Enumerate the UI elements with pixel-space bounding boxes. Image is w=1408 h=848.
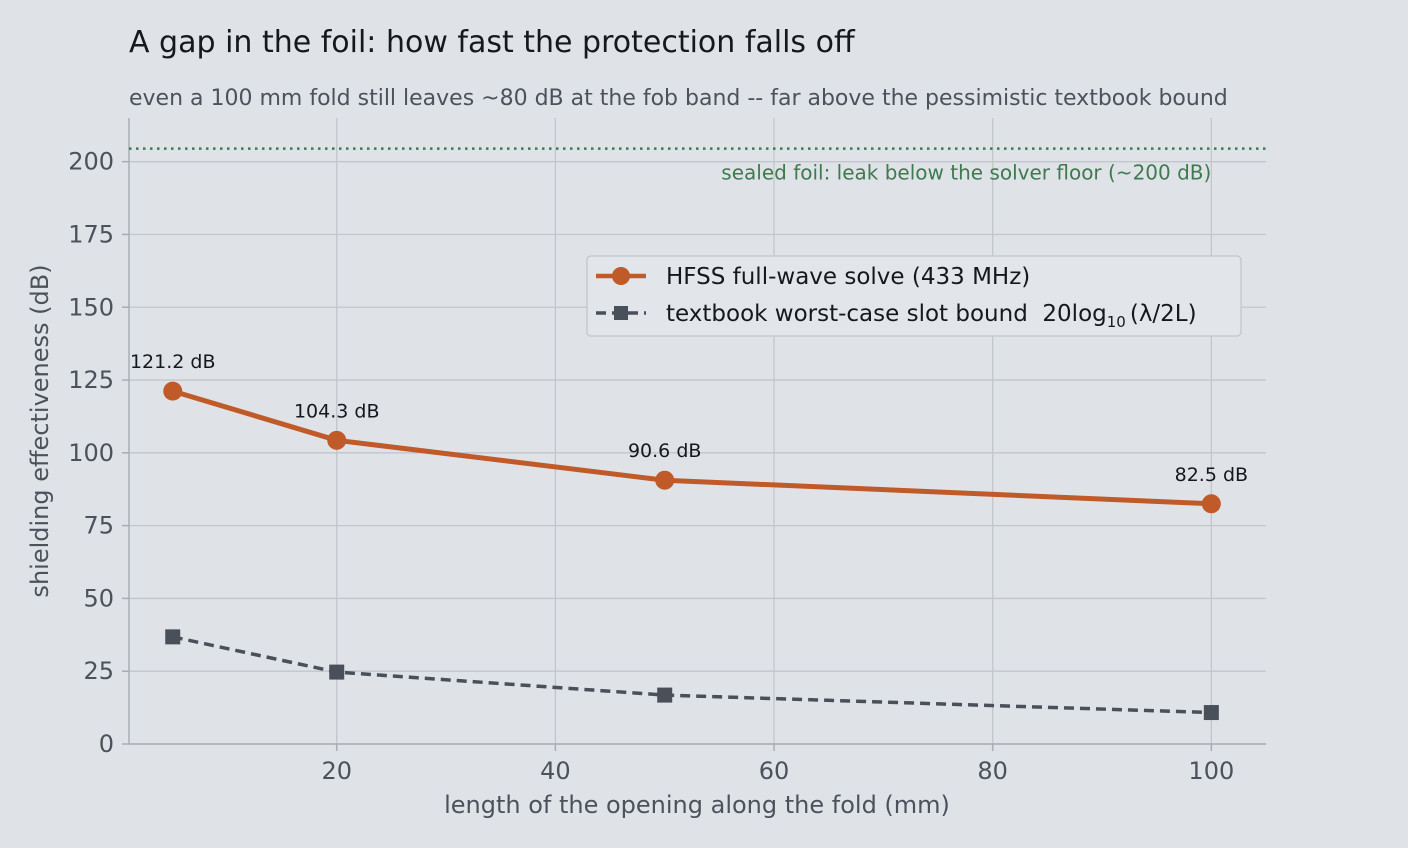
tick-labels: 20 40 60 80 100 0 25 50 75 100 125 150 175 200 <box>68 148 1234 785</box>
legend-bound-label-prefix: textbook worst-case slot bound 20log <box>666 301 1107 327</box>
hfss-data-label: 121.2 dB <box>130 351 216 373</box>
y-axis-label: shielding effectiveness (dB) <box>26 264 54 597</box>
data-labels: 121.2 dB 104.3 dB 90.6 dB 82.5 dB <box>130 351 1248 486</box>
x-tick-label: 60 <box>759 757 790 785</box>
x-tick-label: 80 <box>977 757 1008 785</box>
slot-bound-line <box>172 635 1212 715</box>
legend-hfss-swatch-marker <box>612 267 630 285</box>
y-tick-label: 50 <box>83 584 114 612</box>
slot-bound-point <box>329 664 345 680</box>
y-tick-label: 175 <box>68 220 114 248</box>
sealed-foil-reference-label: sealed foil: leak below the solver floor… <box>721 161 1211 185</box>
hfss-point <box>163 381 183 401</box>
x-tick-label: 20 <box>321 757 352 785</box>
y-tick-label: 25 <box>83 657 114 685</box>
legend-bound-label-subscript: 10 <box>1107 313 1126 331</box>
reference-line-group: sealed foil: leak below the solver floor… <box>129 147 1266 185</box>
axes-spines <box>122 118 1266 751</box>
y-tick-label: 0 <box>99 730 114 758</box>
hfss-point <box>655 470 675 490</box>
hfss-line <box>172 388 1212 507</box>
hfss-data-label: 82.5 dB <box>1175 464 1248 486</box>
legend-bound-swatch-marker <box>614 306 628 320</box>
chart-title: A gap in the foil: how fast the protecti… <box>129 25 856 60</box>
slot-bound-point <box>165 629 181 645</box>
x-axis-label: length of the opening along the fold (mm… <box>444 791 950 819</box>
legend-bound-label: textbook worst-case slot bound 20log10 (λ… <box>666 301 1197 331</box>
legend-bound-label-suffix: (λ/2L) <box>1130 301 1197 327</box>
slot-bound-point <box>657 687 673 703</box>
hfss-data-label: 104.3 dB <box>294 400 380 422</box>
legend-hfss-label: HFSS full-wave solve (433 MHz) <box>666 264 1030 290</box>
legend-box <box>586 255 1242 337</box>
legend: HFSS full-wave solve (433 MHz) textbook … <box>586 255 1242 337</box>
hfss-data-label: 90.6 dB <box>628 440 701 462</box>
y-tick-label: 100 <box>68 439 114 467</box>
data-series <box>163 381 1221 721</box>
y-tick-label: 150 <box>68 293 114 321</box>
x-tick-label: 40 <box>540 757 571 785</box>
y-tick-label: 200 <box>68 148 114 176</box>
y-tick-label: 75 <box>83 512 114 540</box>
chart-subtitle: even a 100 mm fold still leaves ~80 dB a… <box>129 86 1228 111</box>
slot-bound-point <box>1203 705 1219 721</box>
y-tick-label: 125 <box>68 366 114 394</box>
hfss-point <box>327 430 347 450</box>
hfss-point <box>1201 494 1221 514</box>
x-tick-label: 100 <box>1188 757 1234 785</box>
